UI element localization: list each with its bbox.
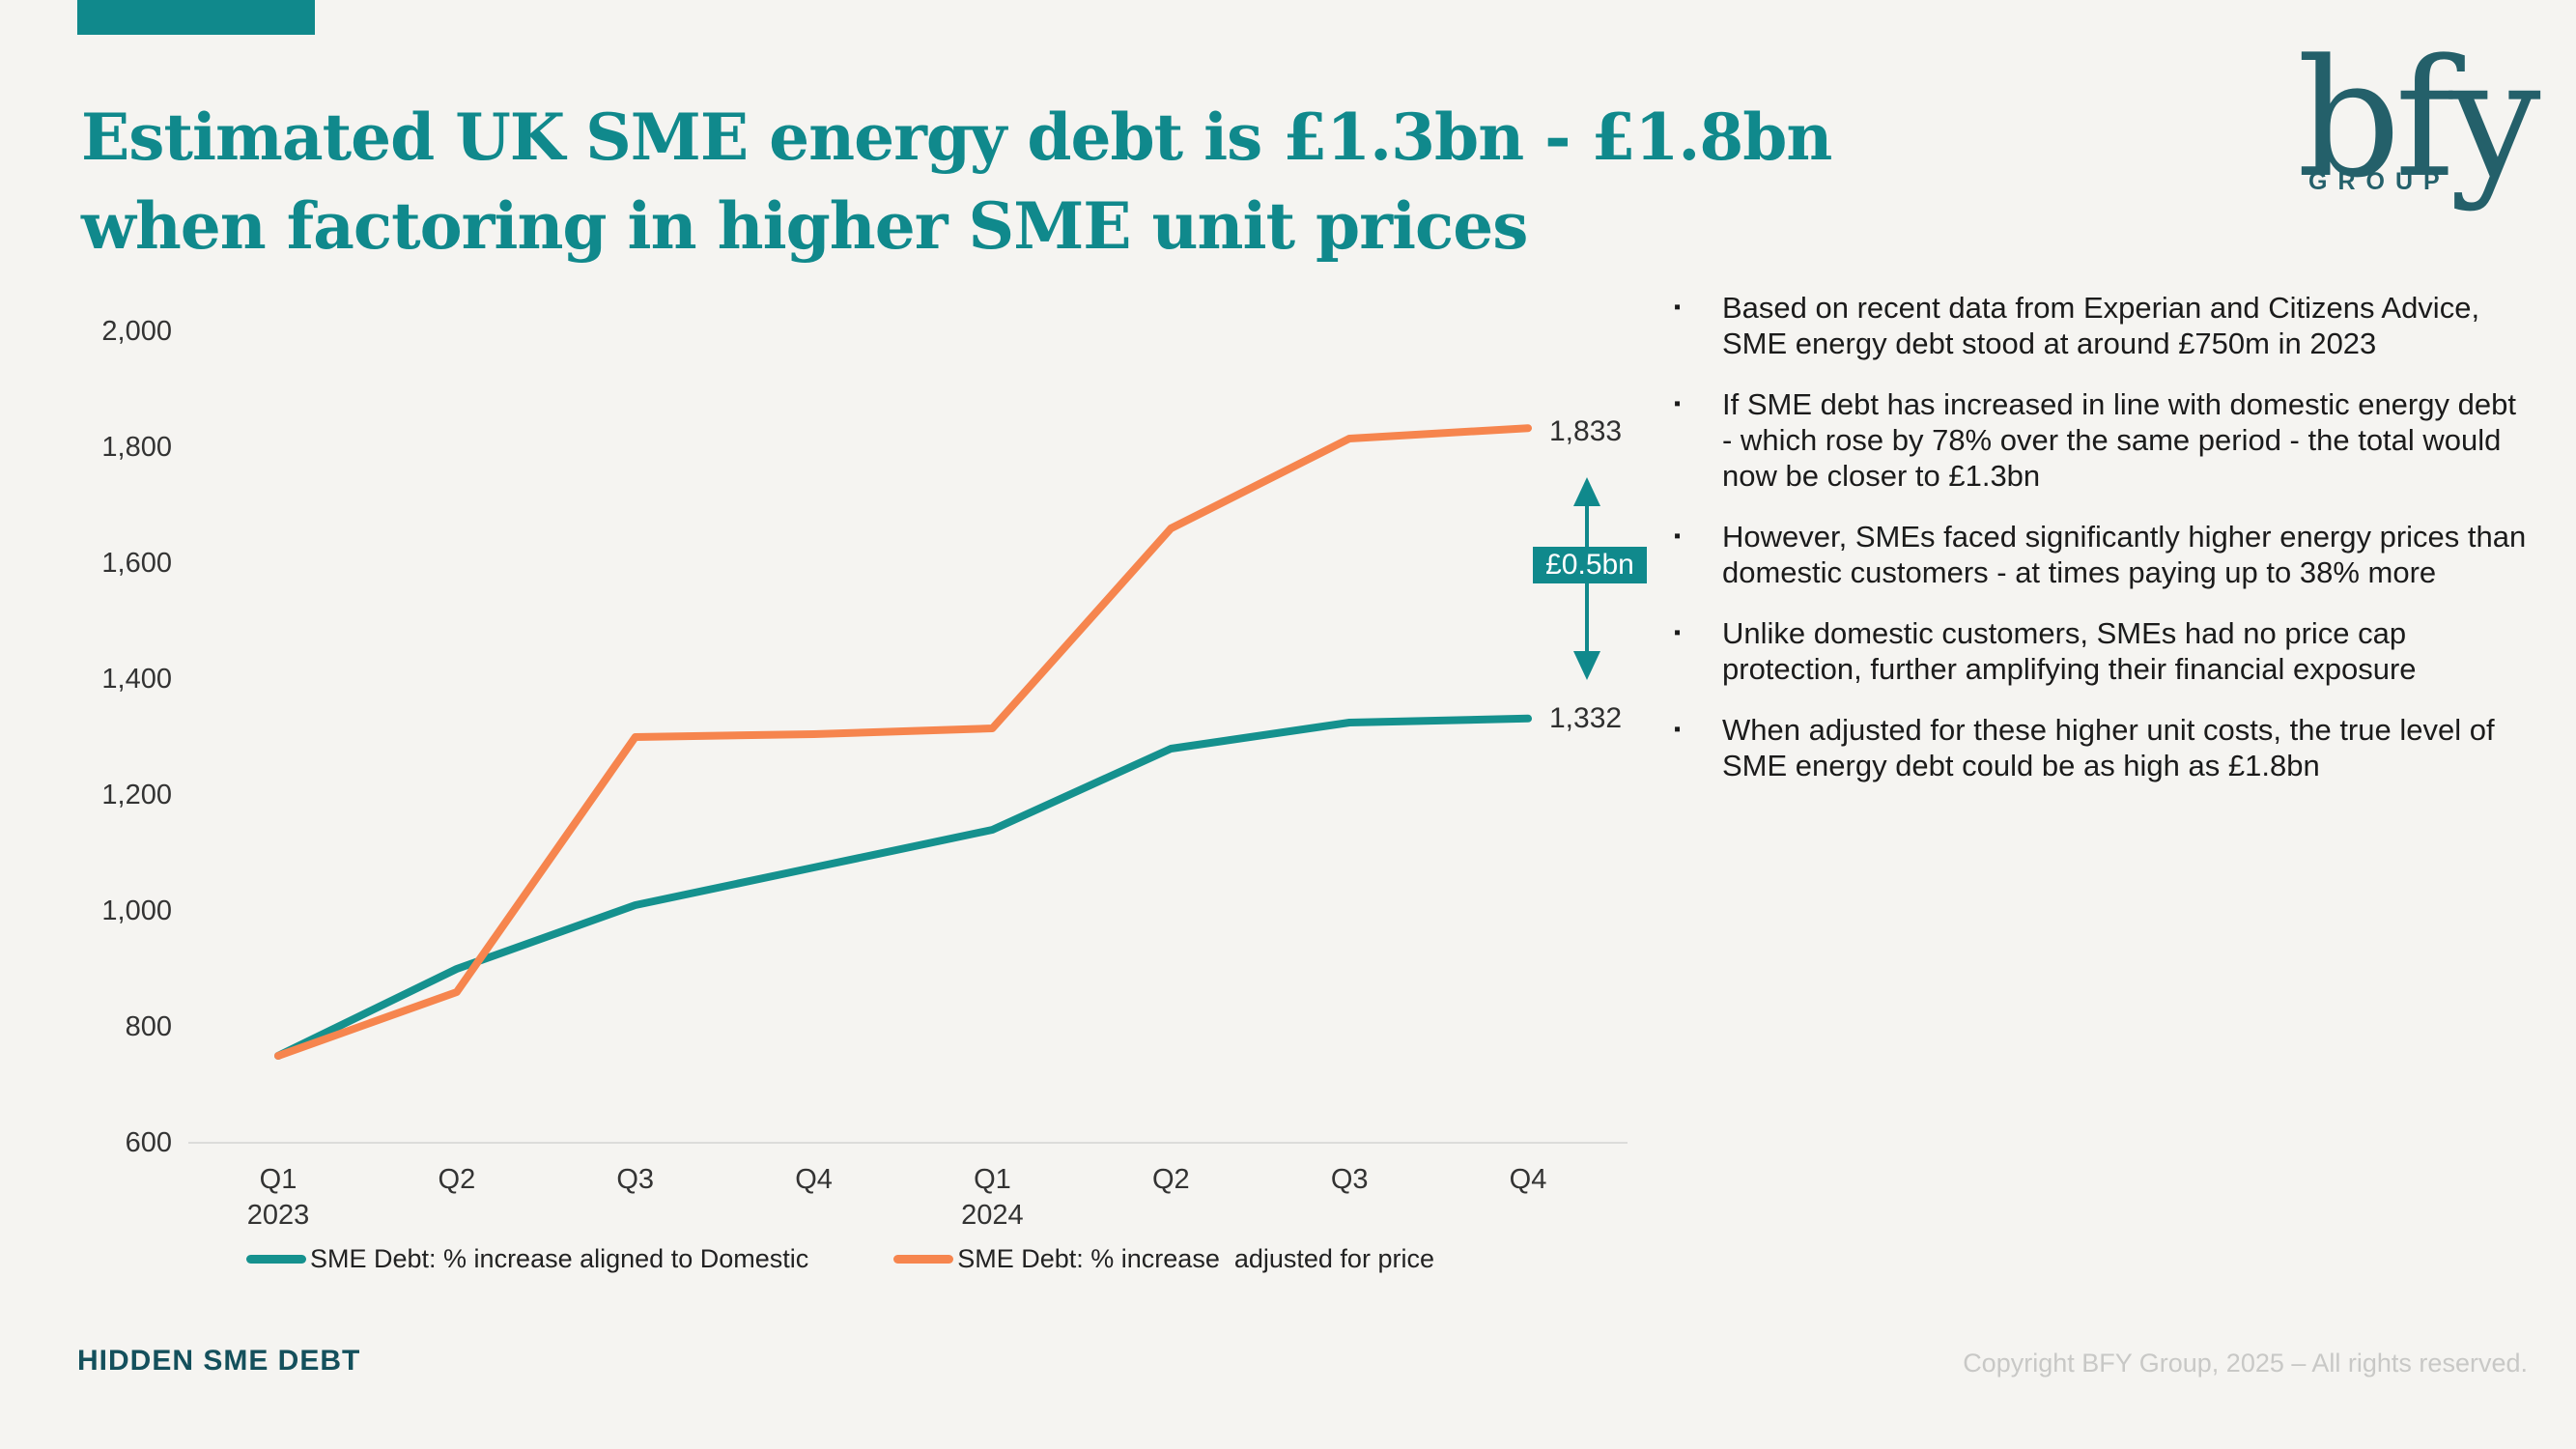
x-axis-tick-label: Q1: [259, 1164, 297, 1195]
series-line-aligned-to-domestic: [274, 714, 1533, 1060]
copyright-text: Copyright BFY Group, 2025 – All rights r…: [1963, 1349, 2528, 1378]
y-axis-tick-label: 1,400: [101, 664, 172, 695]
bullet-text: Unlike domestic customers, SMEs had no p…: [1722, 616, 2417, 686]
slide-section-label: HIDDEN SME DEBT: [77, 1345, 361, 1377]
value-label-1833: 1,833: [1549, 415, 1623, 447]
bullet-text: When adjusted for these higher unit cost…: [1722, 713, 2495, 782]
legend-label: SME Debt: % increase aligned to Domestic: [310, 1244, 809, 1273]
bullet-icon: ▪: [1674, 622, 1682, 643]
delta-value-badge: £0.5bn: [1533, 547, 1647, 583]
page-title: Estimated UK SME energy debt is £1.3bn -…: [81, 93, 2138, 270]
x-axis-tick-label: Q2: [1151, 1164, 1190, 1195]
bullet-text: If SME debt has increased in line with d…: [1722, 387, 2516, 493]
legend-label: SME Debt: % increase adjusted for price: [957, 1244, 1434, 1273]
x-axis-tick-label: Q4: [795, 1164, 833, 1195]
page-title-line1: Estimated UK SME energy debt is £1.3bn -…: [81, 99, 1832, 176]
bullet-icon: ▪: [1674, 297, 1682, 318]
list-item: ▪ However, SMEs faced significantly high…: [1674, 519, 2528, 590]
bullet-icon: ▪: [1674, 526, 1682, 547]
x-axis-tick-label: Q1: [974, 1164, 1011, 1195]
x-axis-tick-label: Q2: [438, 1164, 476, 1195]
legend-item-adjusted-for-price: SME Debt: % increase adjusted for price: [893, 1244, 1434, 1274]
y-axis-tick-label: 600: [125, 1127, 172, 1158]
list-item: ▪ Based on recent data from Experian and…: [1674, 290, 2528, 361]
logo-subtext: GROUP: [2308, 168, 2450, 195]
legend-swatch-teal-icon: [246, 1255, 306, 1264]
y-axis-tick-label: 2,000: [101, 316, 172, 347]
y-axis-tick-label: 1,000: [101, 895, 172, 926]
x-axis-tick-label: Q3: [1330, 1164, 1369, 1195]
x-axis-year-label: 2023: [246, 1200, 310, 1231]
chart-legend: SME Debt: % increase aligned to Domestic…: [246, 1244, 1519, 1274]
x-axis-year-label: 2024: [961, 1200, 1024, 1231]
y-axis-tick-label: 1,800: [101, 432, 172, 463]
x-axis-tick-label: Q4: [1509, 1164, 1547, 1195]
legend-item-aligned-to-domestic: SME Debt: % increase aligned to Domestic: [246, 1244, 808, 1274]
list-item: ▪ When adjusted for these higher unit co…: [1674, 712, 2528, 783]
bullet-icon: ▪: [1674, 719, 1682, 740]
y-axis-tick-label: 1,200: [101, 780, 172, 810]
x-axis-tick-label: Q3: [616, 1164, 655, 1195]
accent-bar: [77, 0, 315, 35]
list-item: ▪ If SME debt has increased in line with…: [1674, 386, 2528, 494]
y-axis-tick-label: 1,600: [101, 548, 172, 579]
list-item: ▪ Unlike domestic customers, SMEs had no…: [1674, 615, 2528, 687]
bullet-icon: ▪: [1674, 393, 1682, 414]
bullet-text: However, SMEs faced significantly higher…: [1722, 520, 2527, 589]
bullet-list: ▪ Based on recent data from Experian and…: [1674, 290, 2528, 783]
legend-swatch-orange-icon: [893, 1255, 954, 1264]
y-axis-tick-label: 800: [125, 1011, 172, 1042]
series-line-adjusted-for-price: [274, 424, 1533, 1060]
key-points-panel: ▪ Based on recent data from Experian and…: [1674, 290, 2528, 809]
logo-wordmark: bfy: [2297, 24, 2541, 213]
bfy-group-logo: bfy GROUP: [2297, 37, 2541, 201]
value-label-1332: 1,332: [1549, 702, 1623, 734]
bullet-text: Based on recent data from Experian and C…: [1722, 291, 2480, 360]
page-title-line2: when factoring in higher SME unit prices: [81, 188, 1528, 265]
